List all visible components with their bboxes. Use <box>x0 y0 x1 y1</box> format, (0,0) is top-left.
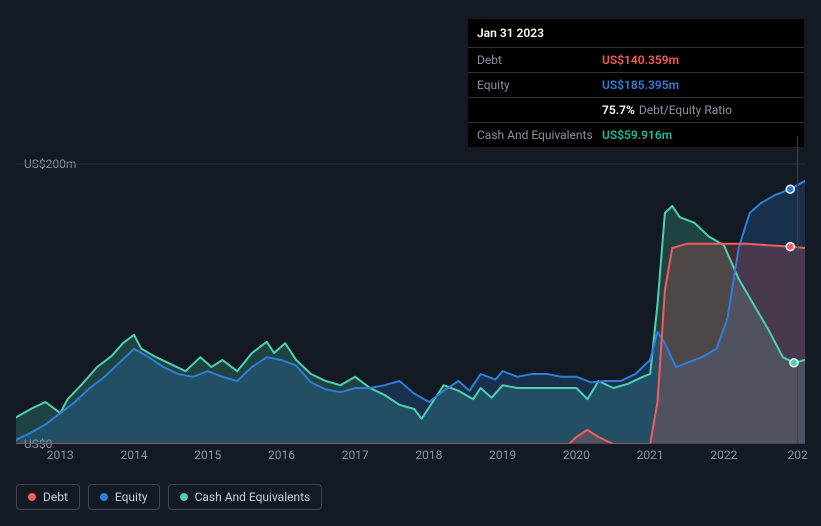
tooltip-row: EquityUS$185.395m <box>468 73 804 98</box>
tooltip-row-label: Debt <box>477 53 602 67</box>
x-axis-tick-label: 2018 <box>415 448 442 462</box>
tooltip-row-label: Equity <box>477 78 602 92</box>
legend-dot-icon <box>180 493 188 501</box>
tooltip-row-value: US$140.359m <box>602 53 679 67</box>
tooltip-row-extra: Debt/Equity Ratio <box>639 103 732 117</box>
chart-legend: Debt Equity Cash And Equivalents <box>16 484 322 510</box>
plot-area[interactable] <box>16 136 805 444</box>
x-axis-tick-label: 2021 <box>637 448 664 462</box>
x-axis-tick-label: 2015 <box>194 448 221 462</box>
x-axis-tick-label: 2013 <box>47 448 74 462</box>
x-axis-tick-label: 2022 <box>710 448 737 462</box>
legend-item[interactable]: Cash And Equivalents <box>168 484 323 510</box>
tooltip-row-value: US$185.395m <box>602 78 679 92</box>
debt-equity-chart: US$200mUS$0 2013201420152016201720182019… <box>16 124 805 478</box>
tooltip-row: DebtUS$140.359m <box>468 48 804 73</box>
legend-item[interactable]: Equity <box>88 484 160 510</box>
x-axis-tick-label: 2016 <box>268 448 295 462</box>
x-axis-tick-label: 202 <box>788 448 808 462</box>
tooltip-date: Jan 31 2023 <box>468 19 804 48</box>
tooltip-row: 75.7%Debt/Equity Ratio <box>468 98 804 123</box>
legend-label: Cash And Equivalents <box>195 490 311 504</box>
legend-dot-icon <box>100 493 108 501</box>
legend-dot-icon <box>28 493 36 501</box>
x-axis-tick-label: 2019 <box>489 448 516 462</box>
legend-item[interactable]: Debt <box>16 484 80 510</box>
x-axis: 2013201420152016201720182019202020212022… <box>16 448 805 464</box>
tooltip-row-value: 75.7%Debt/Equity Ratio <box>602 103 732 117</box>
legend-label: Debt <box>43 490 68 504</box>
x-axis-tick-label: 2020 <box>563 448 590 462</box>
tooltip-row-label <box>477 103 602 117</box>
legend-label: Equity <box>115 490 148 504</box>
x-axis-tick-label: 2017 <box>342 448 369 462</box>
x-axis-tick-label: 2014 <box>120 448 147 462</box>
